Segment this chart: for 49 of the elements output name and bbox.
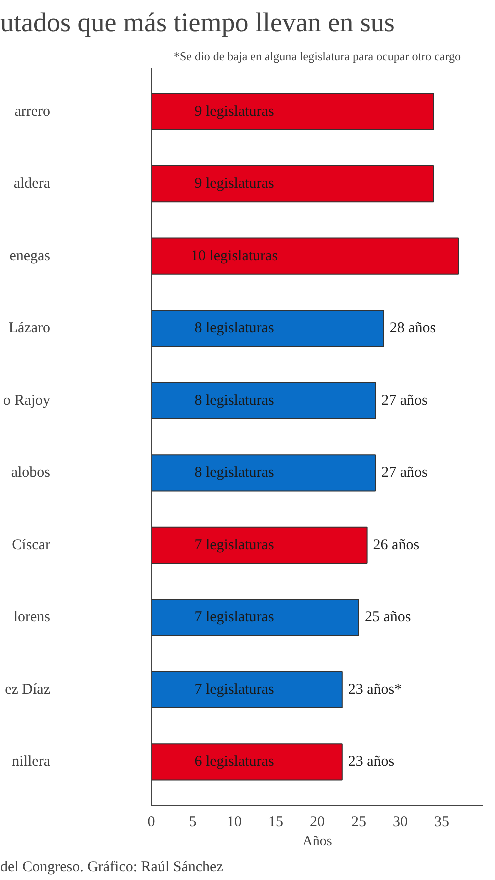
x-tick-label: 5	[189, 814, 197, 830]
x-tick-label: 25	[352, 814, 366, 830]
data-label: 23 años	[348, 754, 395, 770]
x-tick-label: 0	[148, 814, 156, 830]
annotation: 10 legislaturas	[190, 248, 278, 264]
bar	[152, 526, 368, 564]
x-tick-label: 30	[393, 814, 408, 830]
bar	[152, 454, 376, 492]
y-tick-label: enegas	[10, 248, 51, 264]
annotation: 7 legislaturas	[194, 610, 274, 626]
y-tick-label: Císcar	[12, 537, 51, 554]
bar	[152, 310, 384, 348]
annotation: 9 legislaturas	[194, 104, 274, 120]
bar	[152, 238, 460, 275]
annotation: 8 legislaturas	[194, 465, 274, 482]
y-tick-label: alobos	[11, 465, 51, 482]
y-tick-label: lorens	[14, 610, 51, 626]
x-tick-label: 20	[310, 814, 325, 830]
x-tick-label: 35	[434, 814, 450, 830]
data-label: 26 años	[373, 537, 420, 554]
bar	[152, 382, 376, 420]
y-tick-label: aldera	[14, 176, 51, 192]
annotation: 9 legislaturas	[194, 176, 274, 192]
x-tick-label: 15	[268, 814, 284, 830]
annotation: 7 legislaturas	[194, 537, 274, 554]
text: *Se dio de baja en alguna legislatura para ocupar otro cargo	[174, 50, 461, 64]
x-axis-title: Años	[302, 834, 332, 850]
bar	[152, 599, 360, 636]
annotation: 7 legislaturas	[194, 682, 274, 698]
y-tick-label: arrero	[14, 104, 51, 120]
text: del Congreso. Gráfico: Raúl Sánchez	[0, 860, 224, 876]
data-label: 27 años	[382, 392, 428, 409]
annotation: 8 legislaturas	[194, 320, 274, 337]
y-tick-label: nillera	[12, 754, 51, 770]
data-label: 25 años	[365, 610, 412, 626]
data-label: 28 años	[390, 320, 436, 337]
bar	[152, 93, 434, 130]
annotation: 6 legislaturas	[194, 754, 274, 770]
data-label: 27 años	[382, 465, 428, 482]
bar	[152, 744, 343, 781]
data-label: 23 años*	[348, 682, 402, 698]
y-tick-label: Lázaro	[8, 320, 51, 337]
bar	[152, 166, 434, 203]
annotation: 8 legislaturas	[194, 392, 274, 409]
chart-title: utados que más tiempo llevan en sus	[0, 8, 395, 38]
bar	[152, 671, 343, 708]
x-tick-label: 10	[227, 814, 242, 830]
y-tick-label: ez Díaz	[5, 682, 51, 698]
y-tick-label: o Rajoy	[3, 392, 51, 409]
